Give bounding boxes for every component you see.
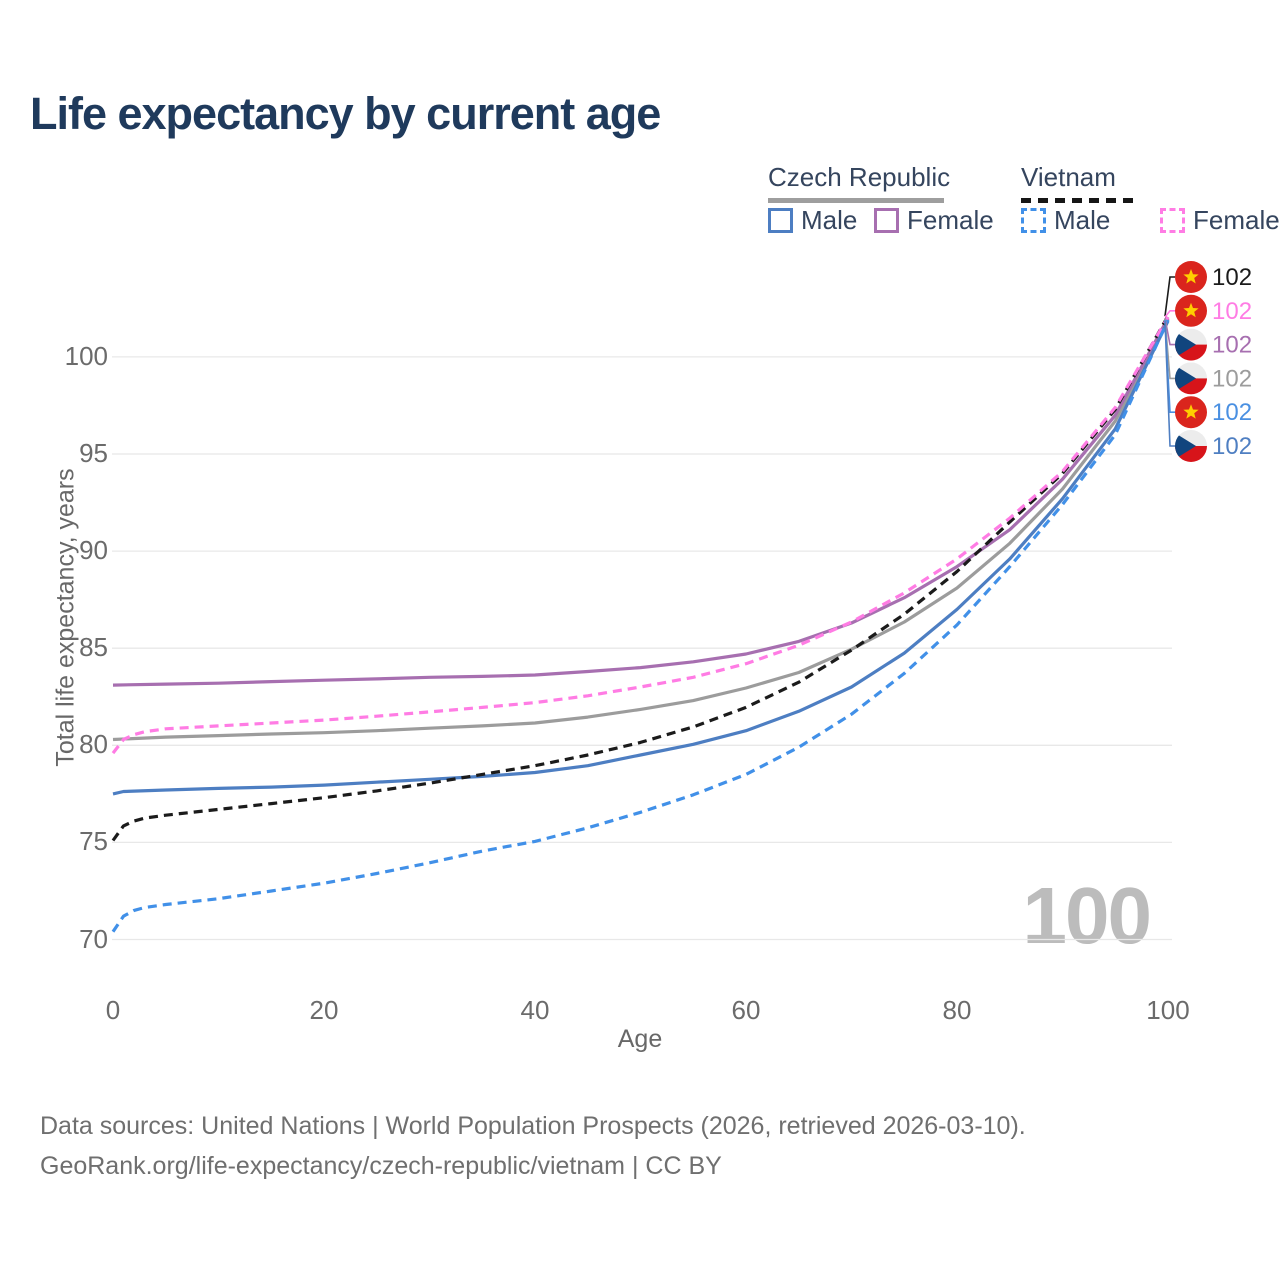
end-label-vn-total: 102 [1175, 261, 1252, 293]
x-tick-label-0: 0 [105, 995, 121, 1025]
x-tick-label-100: 100 [1146, 995, 1190, 1025]
end-label-value-vn-total: 102 [1212, 264, 1252, 291]
legend-item-label: Female [1193, 205, 1280, 235]
y-tick-label-100: 100 [64, 340, 108, 371]
x-tick-label-80: 80 [942, 995, 972, 1025]
czech-flag-icon [1175, 362, 1207, 395]
legend-swatch-czech-male [768, 208, 793, 233]
leader-line-vn-total [1164, 276, 1175, 317]
legend-item-label: Male [1054, 205, 1111, 235]
legend-underline-dashed [1021, 198, 1133, 203]
end-label-cz-male: 102 [1175, 430, 1252, 462]
end-label-cz-total: 102 [1175, 362, 1252, 395]
y-tick-label-80: 80 [79, 729, 108, 760]
vietnam-flag-icon [1175, 261, 1207, 293]
end-label-value-cz-total: 102 [1212, 365, 1252, 392]
footer-data-sources: Data sources: United Nations | World Pop… [40, 1112, 1026, 1140]
end-label-vn-male: 102 [1175, 396, 1252, 429]
end-label-value-cz-male: 102 [1212, 433, 1252, 460]
vietnam-flag-icon [1175, 294, 1207, 327]
footer: Data sources: United Nations | World Pop… [40, 1106, 1026, 1186]
vietnam-flag-icon [1175, 396, 1207, 429]
series-line-cz-total[interactable] [112, 318, 1170, 742]
x-tick-label-40: 40 [520, 995, 550, 1025]
y-tick-label-75: 75 [79, 826, 108, 857]
current-age-watermark: 100 [1022, 871, 1152, 960]
legend-underline-solid [768, 198, 944, 203]
czech-flag-icon [1175, 430, 1207, 462]
page-title: Life expectancy by current age [30, 88, 661, 139]
leader-lines [1164, 276, 1175, 447]
y-tick-label-70: 70 [79, 923, 108, 954]
leader-line-vn-female [1164, 310, 1175, 318]
y-tick-label-85: 85 [79, 632, 108, 663]
footer-attribution: GeoRank.org/life-expectancy/czech-republ… [40, 1152, 722, 1180]
y-tick-label-95: 95 [79, 438, 108, 468]
legend-group-label-czech-republic: Czech Republic [768, 162, 951, 192]
series-line-vn-female[interactable] [111, 316, 1170, 755]
legend-swatch-vietnam-male [1021, 208, 1046, 233]
leader-line-cz-female [1164, 317, 1175, 346]
legend-swatch-czech-female [874, 208, 899, 233]
end-label-value-vn-female: 102 [1212, 298, 1252, 325]
series-line-cz-female[interactable] [112, 317, 1170, 687]
end-label-vn-female: 102 [1175, 294, 1252, 327]
legend-group-label-vietnam: Vietnam [1021, 162, 1116, 192]
x-tick-label-20: 20 [309, 995, 339, 1025]
end-label-value-cz-female: 102 [1212, 332, 1252, 359]
czech-flag-icon [1175, 328, 1207, 361]
y-tick-label-90: 90 [79, 535, 108, 566]
end-label-value-vn-male: 102 [1212, 399, 1252, 426]
legend-item-label: Male [801, 205, 858, 235]
legend-item-label: Female [907, 205, 994, 235]
legend-group-czech-republic: Czech Republic [768, 162, 951, 203]
end-label-cz-female: 102 [1175, 328, 1252, 361]
end-labels: 102 102 102 102 102 102 [1175, 261, 1252, 462]
gridlines [112, 356, 1172, 941]
leader-line-cz-male [1164, 320, 1175, 447]
legend-item-czech-male[interactable]: Male [768, 205, 857, 236]
series-line-vn-total[interactable] [111, 315, 1170, 842]
series-layer [111, 315, 1170, 933]
legend-item-vietnam-female[interactable]: Female [1160, 205, 1280, 236]
legend-item-vietnam-male[interactable]: Male [1021, 205, 1110, 236]
legend-swatch-vietnam-female [1160, 208, 1185, 233]
x-axis-title: Age [617, 1025, 663, 1053]
series-line-vn-male[interactable] [111, 319, 1170, 933]
legend-group-vietnam: Vietnam [1021, 162, 1133, 203]
legend-item-czech-female[interactable]: Female [874, 205, 994, 236]
x-tick-label-60: 60 [731, 995, 761, 1025]
series-line-cz-male[interactable] [112, 320, 1170, 796]
